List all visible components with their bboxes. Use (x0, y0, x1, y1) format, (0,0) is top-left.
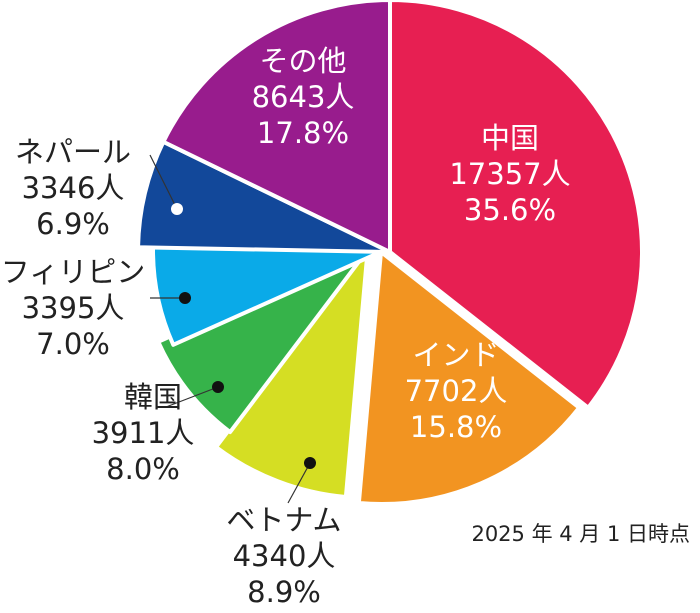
label-line-nepal-1: 3346人 (22, 171, 125, 205)
label-line-india-1: 7702人 (405, 374, 508, 408)
slice-labels: 中国 17357人 35.6% インド 7702人 15.8% ベトナム 4340人 8.9% 韓… (1, 44, 571, 609)
leader-dot-vietnam (304, 457, 316, 469)
label-line-korea-1: 3911人 (92, 416, 195, 450)
slice-korea (156, 245, 372, 435)
label-line-china-2: 35.6% (464, 193, 556, 227)
leader-dot-nepal (171, 203, 183, 215)
label-line-philippines-1: 3395人 (22, 291, 125, 325)
label-nepal: ネパール 3346人 6.9% (15, 135, 131, 241)
label-line-other-0: その他 (259, 44, 346, 78)
label-line-nepal-0: ネパール (15, 135, 131, 169)
label-vietnam: ベトナム 4340人 8.9% (226, 503, 341, 609)
label-line-korea-2: 8.0% (106, 452, 180, 486)
label-india: インド 7702人 15.8% (405, 338, 508, 444)
pie-slices (136, 0, 644, 506)
label-line-philippines-2: 7.0% (36, 327, 110, 361)
label-line-philippines-0: フィリピン (1, 255, 145, 289)
date-note: 2025 年 4 月 1 日時点 (471, 522, 690, 546)
label-line-vietnam-0: ベトナム (226, 503, 341, 537)
slice-vietnam (214, 244, 370, 500)
slice-other (161, 0, 392, 254)
label-line-korea-0: 韓国 (124, 380, 182, 414)
slice-nepal (136, 139, 392, 254)
slice-china (388, 0, 644, 410)
leader-line-vietnam (287, 462, 311, 504)
label-line-nepal-2: 6.9% (36, 207, 110, 241)
label-philippines: フィリピン 3395人 7.0% (1, 255, 145, 361)
label-line-china-1: 17357人 (449, 157, 570, 191)
slice-india (356, 250, 582, 506)
label-korea: 韓国 3911人 8.0% (92, 380, 195, 486)
leader-dot-korea (212, 381, 224, 393)
label-china: 中国 17357人 35.6% (449, 121, 570, 227)
label-line-other-1: 8643人 (252, 80, 355, 114)
leader-dot-philippines (179, 292, 191, 304)
label-line-india-0: インド (412, 338, 499, 372)
label-line-china-0: 中国 (481, 121, 539, 155)
label-line-india-2: 15.8% (410, 410, 502, 444)
leader-lines (149, 154, 316, 504)
label-other: その他 8643人 17.8% (252, 44, 355, 150)
leader-line-nepal (149, 154, 178, 210)
label-line-vietnam-1: 4340人 (233, 539, 336, 573)
label-line-vietnam-2: 8.9% (247, 575, 321, 609)
leader-line-korea (165, 386, 219, 408)
label-line-other-2: 17.8% (257, 116, 349, 150)
